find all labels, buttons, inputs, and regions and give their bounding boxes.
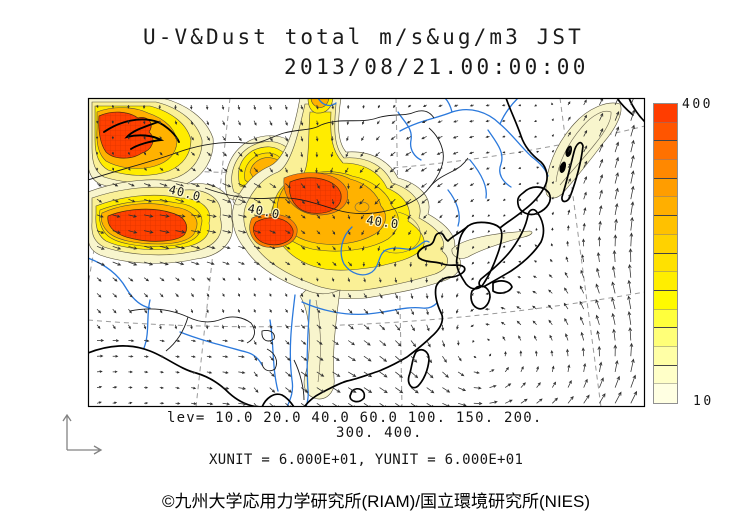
colorbar-segment [654,141,677,161]
xy-axes-icon [62,413,103,455]
colorbar-segment [654,160,677,179]
colorbar-segment [654,122,677,142]
credit-line: ©九州大学応用力学研究所(RIAM)/国立環境研究所(NIES) [161,492,591,511]
colorbar-segment [654,290,677,310]
colorbar [653,103,678,404]
colorbar-min-label: 10 [693,394,714,409]
colorbar-segment [654,272,677,291]
colorbar-segment [654,346,677,366]
colorbar-segment [654,365,677,385]
colorbar-segment [654,234,677,254]
colorbar-max-label: 400 [682,97,713,112]
colorbar-segment [654,328,677,347]
colorbar-segment [654,253,677,273]
wind-vector-field [95,98,637,407]
figure-datetime: 2013/08/21.00:00:00 [284,55,589,79]
sakhalin-coast-fragments [559,145,573,173]
colorbar-segment [654,197,677,217]
colorbar-segment [654,216,677,235]
colorbar-segment [654,104,677,123]
rivers [88,98,549,407]
contour-label: 40.0 [246,201,281,222]
colorbar-segment [654,309,677,329]
colorbar-segment [654,178,677,198]
contour-levels-line1: lev= 10.0 20.0 40.0 60.0 100. 150. 200. [167,410,543,426]
colorbar-segment [654,384,677,403]
contour-levels-line2: 300. 400. [336,425,423,441]
figure-title: U-V&Dust total m/s&ug/m3 JST [143,25,584,49]
contour-label: 40.0 [366,213,401,231]
map-frame [87,97,646,408]
axis-units-label: XUNIT = 6.000E+01, YUNIT = 6.000E+01 [209,452,524,468]
